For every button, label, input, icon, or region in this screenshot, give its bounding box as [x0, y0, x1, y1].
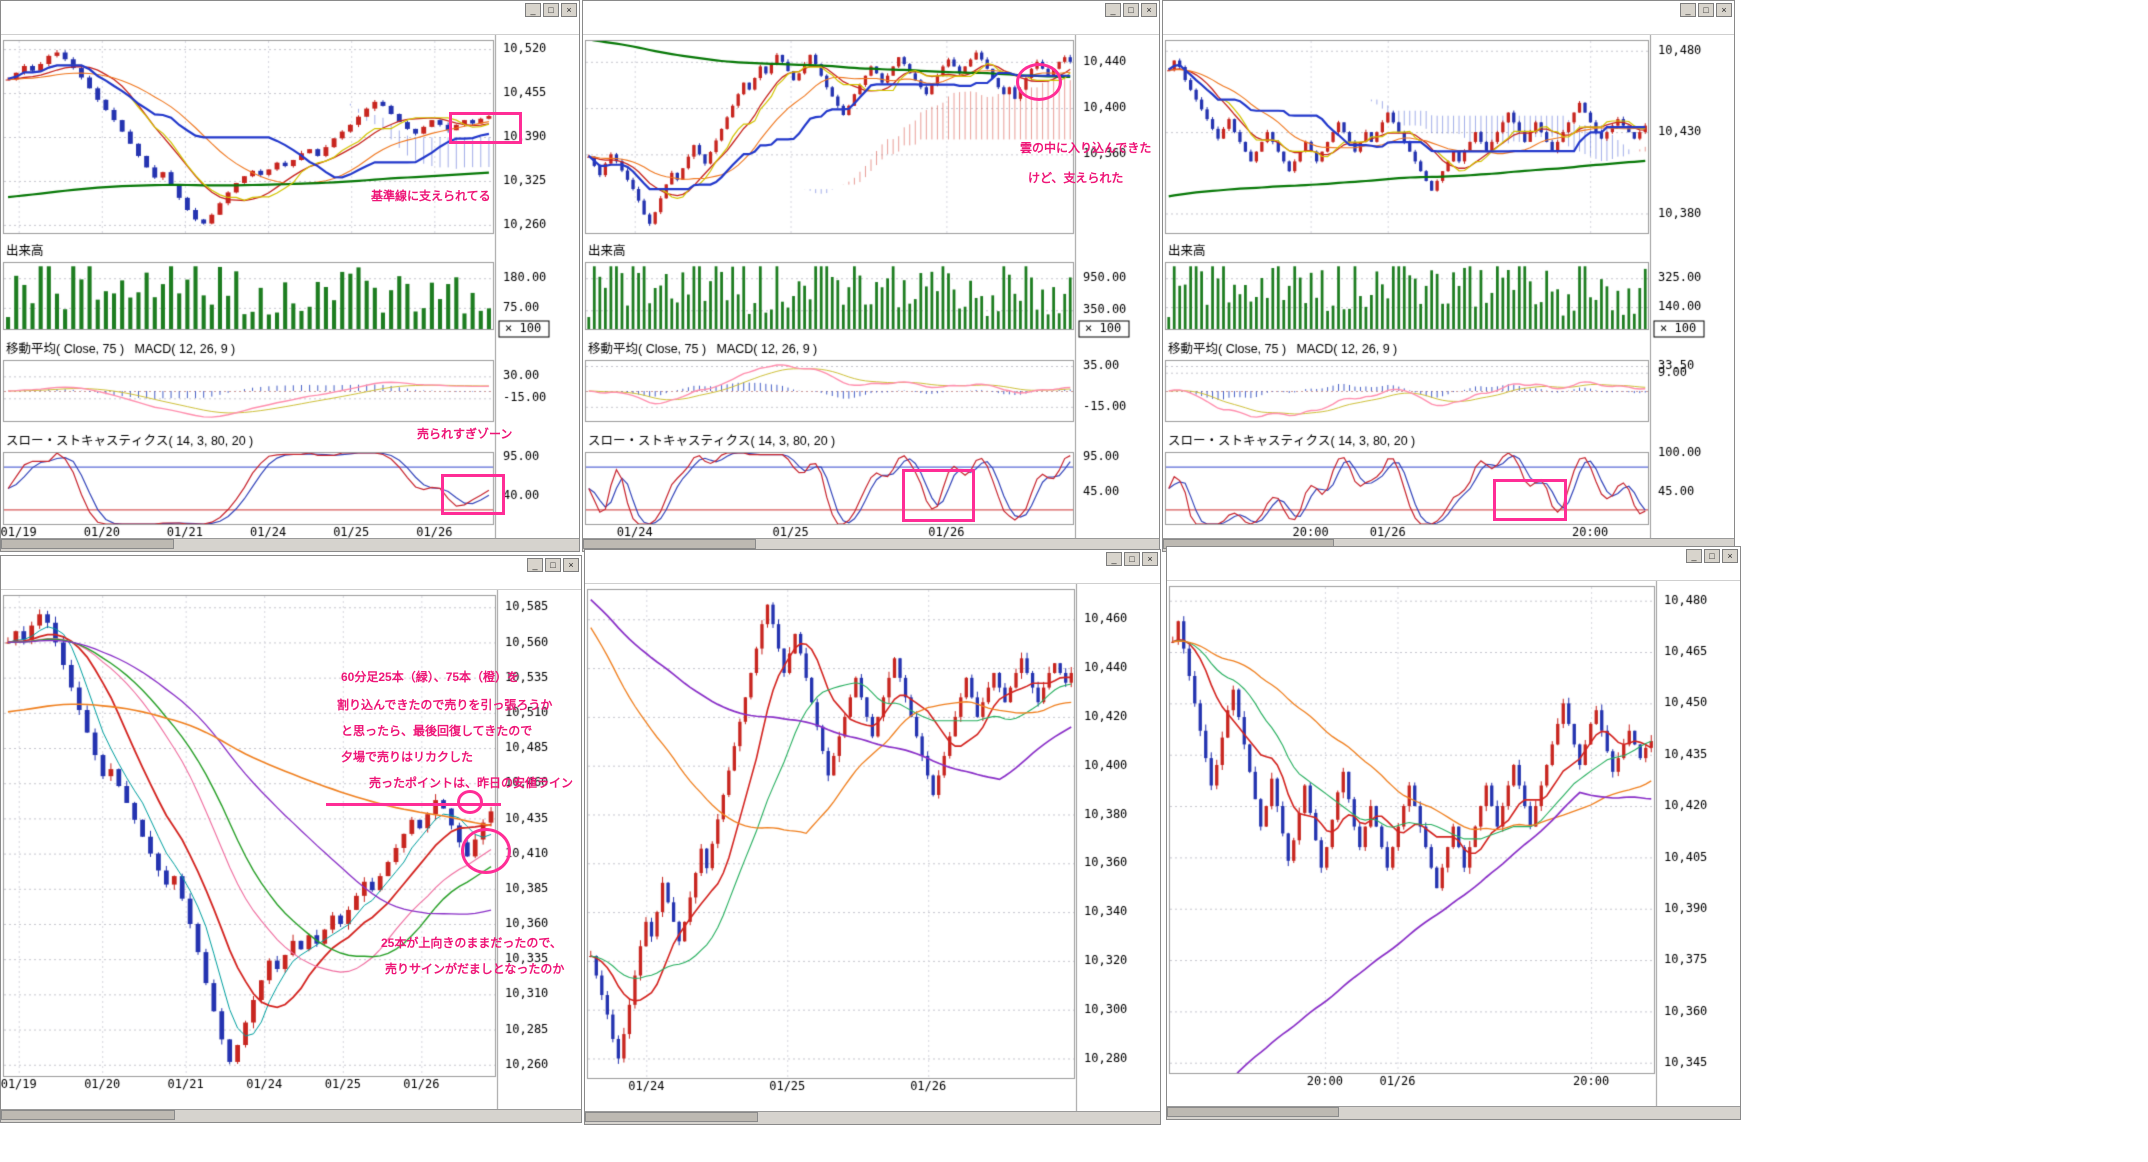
window-controls: _ □ ×	[1105, 3, 1157, 17]
window-controls: _ □ ×	[525, 3, 577, 17]
chart-canvas[interactable]	[585, 584, 1160, 1112]
chart-window-15min-ichimoku: 日経225mini 11/03( 15分, 2011/01/18 - 2011/…	[1162, 0, 1735, 552]
maximize-button[interactable]: □	[1123, 3, 1139, 17]
window-header[interactable]: 日経225mini 11/03( 15分, 2011/01/18 - 2011/…	[1163, 1, 1734, 35]
scrollbar-thumb[interactable]	[583, 539, 756, 549]
chart-canvas[interactable]	[1167, 581, 1740, 1107]
window-controls: _ □ ×	[1106, 552, 1158, 566]
maximize-button[interactable]: □	[543, 3, 559, 17]
chart-canvas[interactable]	[1, 35, 579, 539]
close-button[interactable]: ×	[1141, 3, 1157, 17]
minimize-button[interactable]: _	[1686, 549, 1702, 563]
horizontal-scrollbar[interactable]	[1, 538, 579, 551]
minimize-button[interactable]: _	[525, 3, 541, 17]
window-header[interactable]: 日経225mini 11/03( 30分, 2011/01/18 - 2011/…	[585, 550, 1160, 584]
close-button[interactable]: ×	[1142, 552, 1158, 566]
minimize-button[interactable]: _	[527, 558, 543, 572]
chart-canvas[interactable]	[1163, 35, 1734, 539]
close-button[interactable]: ×	[1716, 3, 1732, 17]
chart-canvas[interactable]	[1, 590, 581, 1110]
scrollbar-thumb[interactable]	[1, 1110, 175, 1120]
close-button[interactable]: ×	[1722, 549, 1738, 563]
window-controls: _ □ ×	[1686, 549, 1738, 563]
chart-window-15min-ma: 日経225mini 11/03( 15分, 2011/01/18 - 2011/…	[1166, 546, 1741, 1120]
chart-window-30min-ma: 日経225mini 11/03( 30分, 2011/01/18 - 2011/…	[584, 549, 1161, 1125]
scrollbar-thumb[interactable]	[585, 1112, 758, 1122]
chart-window-60min-ichimoku: 日経225mini 11/03( 60分, 2011/01/18 - 2011/…	[0, 0, 580, 552]
horizontal-scrollbar[interactable]	[583, 538, 1159, 551]
maximize-button[interactable]: □	[1698, 3, 1714, 17]
window-controls: _ □ ×	[527, 558, 579, 572]
maximize-button[interactable]: □	[1124, 552, 1140, 566]
maximize-button[interactable]: □	[1704, 549, 1720, 563]
window-header[interactable]: 日経225mini 11/03( 15分, 2011/01/18 - 2011/…	[1167, 547, 1740, 581]
horizontal-scrollbar[interactable]	[1167, 1106, 1740, 1119]
minimize-button[interactable]: _	[1105, 3, 1121, 17]
horizontal-scrollbar[interactable]	[585, 1111, 1160, 1124]
minimize-button[interactable]: _	[1106, 552, 1122, 566]
chart-canvas[interactable]	[583, 35, 1159, 539]
close-button[interactable]: ×	[561, 3, 577, 17]
chart-window-30min-ichimoku: 日経225mini 11/03( 30分, 2011/01/18 - 2011/…	[582, 0, 1160, 552]
close-button[interactable]: ×	[563, 558, 579, 572]
scrollbar-thumb[interactable]	[1167, 1107, 1339, 1117]
chart-window-60min-ma: 移動平均( Close, 10 ) 移動平均( Close, 75 ) 移動平均…	[0, 555, 582, 1123]
maximize-button[interactable]: □	[545, 558, 561, 572]
window-header[interactable]: 日経225mini 11/03( 60分, 2011/01/18 - 2011/…	[1, 1, 579, 35]
window-controls: _ □ ×	[1680, 3, 1732, 17]
scrollbar-thumb[interactable]	[1, 539, 175, 549]
window-header[interactable]: 日経225mini 11/03( 30分, 2011/01/18 - 2011/…	[583, 1, 1159, 35]
horizontal-scrollbar[interactable]	[1, 1109, 581, 1122]
window-header[interactable]: 移動平均( Close, 10 ) 移動平均( Close, 75 ) 移動平均…	[1, 556, 581, 590]
minimize-button[interactable]: _	[1680, 3, 1696, 17]
